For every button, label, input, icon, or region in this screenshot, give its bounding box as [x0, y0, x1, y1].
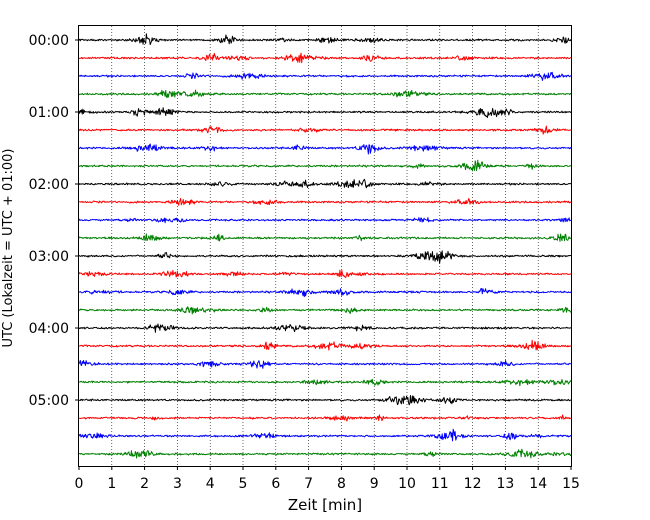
- trace-1: [78, 33, 572, 46]
- x-tick-label-6: 6: [271, 476, 280, 492]
- trace-6: [78, 125, 572, 135]
- x-tick-label-0: 0: [75, 476, 84, 492]
- trace-8: [78, 159, 572, 172]
- trace-20: [78, 378, 572, 387]
- x-tick-label-9: 9: [370, 476, 379, 492]
- x-tick-label-4: 4: [206, 476, 215, 492]
- x-tick-label-13: 13: [496, 476, 514, 492]
- x-tick-label-12: 12: [464, 476, 482, 492]
- trace-21: [78, 395, 572, 406]
- x-axis-ticks: 0 1 2 3 4 5 6 7 8 9 10 11 12 13 14 15: [75, 466, 580, 492]
- trace-23: [78, 428, 572, 442]
- trace-17: [78, 323, 572, 333]
- x-tick-label-7: 7: [304, 476, 313, 492]
- trace-10: [78, 197, 572, 206]
- x-tick-label-11: 11: [431, 476, 449, 492]
- trace-24: [78, 448, 572, 459]
- trace-13: [78, 250, 572, 264]
- y-tick-label-0: 00:00: [29, 33, 69, 49]
- y-tick-label-3: 03:00: [29, 249, 69, 265]
- trace-14: [78, 269, 572, 279]
- y-tick-label-2: 02:00: [29, 177, 69, 193]
- trace-3: [78, 71, 572, 81]
- y-axis-ticks: 00:00 01:00 02:00 03:00 04:00 05:00: [29, 33, 79, 409]
- x-tick-label-5: 5: [239, 476, 248, 492]
- x-tick-label-3: 3: [173, 476, 182, 492]
- trace-5: [78, 107, 572, 118]
- x-tick-label-8: 8: [337, 476, 346, 492]
- trace-15: [78, 288, 572, 298]
- trace-12: [78, 233, 572, 242]
- trace-19: [78, 359, 572, 369]
- plot-frame: [78, 25, 572, 467]
- trace-7: [78, 143, 572, 155]
- x-tick-label-1: 1: [107, 476, 116, 492]
- x-tick-label-10: 10: [398, 476, 416, 492]
- x-axis-label: Zeit [min]: [288, 496, 362, 514]
- trace-2: [78, 52, 572, 64]
- seismic-traces: [78, 33, 572, 459]
- x-tick-label-2: 2: [140, 476, 149, 492]
- trace-9: [78, 178, 572, 189]
- y-tick-label-5: 05:00: [29, 393, 69, 409]
- y-tick-label-1: 01:00: [29, 105, 69, 121]
- x-tick-label-14: 14: [529, 476, 547, 492]
- y-tick-label-4: 04:00: [29, 321, 69, 337]
- x-tick-label-15: 15: [562, 476, 580, 492]
- trace-16: [78, 306, 572, 315]
- trace-18: [78, 339, 572, 351]
- y-axis-label: UTC (Lokalzeit = UTC + 01:00): [1, 149, 16, 348]
- trace-11: [78, 217, 572, 224]
- vertical-gridlines: [111, 26, 539, 466]
- trace-4: [78, 89, 572, 99]
- trace-22: [78, 414, 572, 422]
